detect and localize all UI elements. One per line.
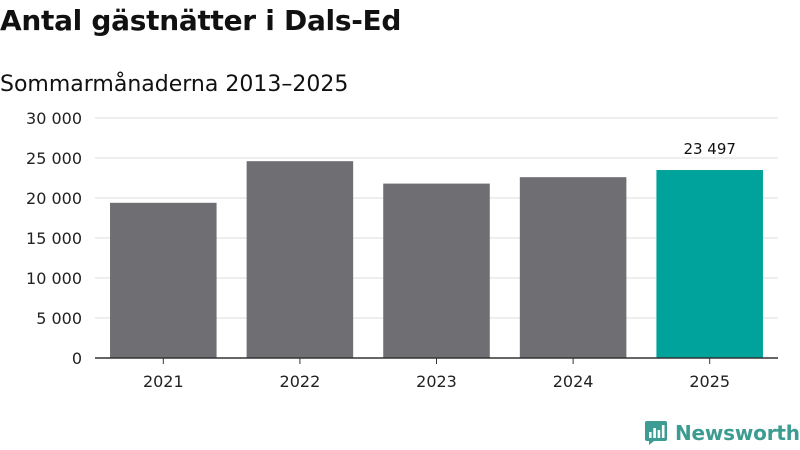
bar [383,183,490,358]
bar [519,177,627,358]
bar [656,170,763,358]
brand-logo: Newsworthy [644,420,800,446]
y-tick-label: 25 000 [26,149,82,168]
y-tick-label: 15 000 [26,229,82,248]
x-tick-label: 2022 [280,372,321,391]
chart-title: Antal gästnätter i Dals-Ed [0,4,402,37]
y-tick-label: 30 000 [26,109,82,128]
y-tick-label: 0 [72,349,82,368]
y-tick-label: 10 000 [26,269,82,288]
y-tick-label: 20 000 [26,189,82,208]
x-tick-label: 2023 [416,372,457,391]
data-label: 23 497 [683,140,736,158]
bar [246,161,354,358]
x-tick-label: 2021 [143,372,184,391]
x-tick-label: 2025 [689,372,730,391]
bar [110,202,217,358]
chart-subtitle: Sommarmånaderna 2013–2025 [0,72,349,97]
brand-name: Newsworthy [675,421,800,445]
y-tick-label: 5 000 [36,309,82,328]
newsworthy-logo-icon [645,421,667,445]
x-tick-label: 2024 [553,372,594,391]
